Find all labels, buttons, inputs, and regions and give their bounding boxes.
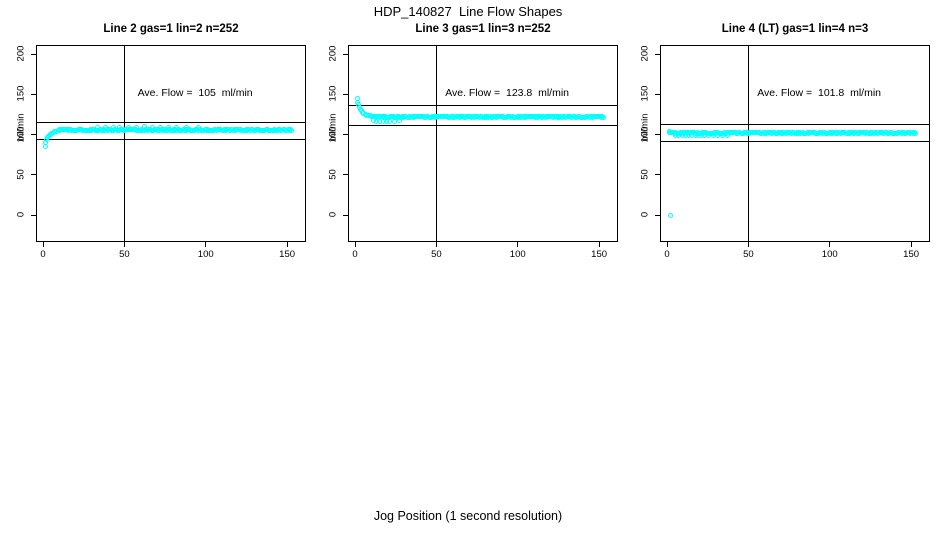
x-tick — [598, 242, 600, 247]
x-tick — [354, 242, 356, 247]
plot-area: Ave. Flow = 105 ml/min 0 50 100 150 200 0 50 10… — [16, 45, 306, 260]
y-tick — [343, 93, 348, 95]
y-tick-label: 100 — [639, 126, 651, 143]
plot-area: Ave. Flow = 101.8 ml/min 0 50 100 150 200 0 50… — [640, 45, 930, 260]
y-tick-label: 100 — [15, 126, 27, 143]
plot-area: Ave. Flow = 123.8 ml/min 0 50 100 150 200 0 50… — [328, 45, 618, 260]
ref-line-horizontal — [661, 124, 929, 126]
x-tick — [829, 242, 831, 247]
ref-line-horizontal — [37, 138, 305, 140]
y-tick-label: 50 — [639, 169, 651, 180]
x-tick — [517, 242, 519, 247]
x-tick — [205, 242, 207, 247]
y-tick — [31, 174, 36, 176]
panel-title: Line 4 (LT) gas=1 lin=4 n=3 — [721, 23, 869, 35]
ave-flow-annotation: Ave. Flow = 105 ml/min — [137, 87, 253, 99]
ave-flow-annotation: Ave. Flow = 101.8 ml/min — [757, 87, 882, 99]
x-axis-label: Jog Position (1 second resolution) — [373, 509, 563, 523]
ref-line-horizontal — [661, 140, 929, 142]
x-tick-label: 50 — [431, 249, 442, 260]
data-point — [601, 114, 607, 120]
ave-flow-annotation: Ave. Flow = 123.8 ml/min — [445, 87, 570, 99]
ref-line-horizontal — [349, 104, 617, 106]
y-tick — [655, 134, 660, 136]
y-tick-label: 200 — [15, 45, 27, 62]
y-tick-label: 50 — [15, 169, 27, 180]
y-tick-label: 150 — [15, 85, 27, 102]
data-point — [289, 127, 295, 133]
data-point — [913, 130, 919, 136]
figure-title: HDP_140827 Line Flow Shapes — [373, 4, 563, 19]
panel-line2: Line 2 gas=1 lin=2 n=252 ml/min Ave. Flo… — [16, 22, 306, 272]
panel-line4: Line 4 (LT) gas=1 lin=4 n=3 ml/min Ave. … — [640, 22, 930, 272]
y-tick-label: 0 — [15, 212, 27, 218]
y-tick — [31, 134, 36, 136]
y-tick — [31, 214, 36, 216]
x-tick-label: 150 — [903, 249, 920, 260]
y-tick — [655, 174, 660, 176]
x-tick — [747, 242, 749, 247]
x-tick-label: 50 — [743, 249, 754, 260]
y-tick-label: 0 — [327, 212, 339, 218]
y-tick — [343, 214, 348, 216]
x-tick-label: 100 — [509, 249, 526, 260]
y-tick-label: 150 — [327, 85, 339, 102]
y-tick — [655, 53, 660, 55]
data-point — [668, 213, 674, 219]
y-tick-label: 0 — [639, 212, 651, 218]
x-tick-label: 150 — [279, 249, 296, 260]
y-tick — [31, 93, 36, 95]
ref-line-horizontal — [37, 121, 305, 123]
y-tick-label: 100 — [327, 126, 339, 143]
x-tick-label: 150 — [591, 249, 608, 260]
panel-title: Line 3 gas=1 lin=3 n=252 — [415, 23, 551, 35]
ref-line-vertical — [435, 46, 437, 241]
x-tick-label: 0 — [352, 249, 358, 260]
x-tick — [123, 242, 125, 247]
x-tick — [435, 242, 437, 247]
x-tick-label: 100 — [197, 249, 214, 260]
x-tick — [42, 242, 44, 247]
x-tick-label: 50 — [119, 249, 130, 260]
x-tick — [286, 242, 288, 247]
panel-line3: Line 3 gas=1 lin=3 n=252 ml/min Ave. Flo… — [328, 22, 618, 272]
x-tick — [910, 242, 912, 247]
x-tick-label: 0 — [40, 249, 46, 260]
y-tick-label: 200 — [639, 45, 651, 62]
panel-title: Line 2 gas=1 lin=2 n=252 — [103, 23, 239, 35]
ref-line-vertical — [123, 46, 125, 241]
y-tick-label: 200 — [327, 45, 339, 62]
y-tick — [343, 134, 348, 136]
x-tick-label: 100 — [821, 249, 838, 260]
y-tick-label: 50 — [327, 169, 339, 180]
ref-line-horizontal — [349, 124, 617, 126]
y-tick — [343, 53, 348, 55]
ref-line-vertical — [747, 46, 749, 241]
y-tick — [31, 53, 36, 55]
y-tick-label: 150 — [639, 85, 651, 102]
y-tick — [655, 93, 660, 95]
y-tick — [655, 214, 660, 216]
x-tick — [666, 242, 668, 247]
x-tick-label: 0 — [664, 249, 670, 260]
y-tick — [343, 174, 348, 176]
